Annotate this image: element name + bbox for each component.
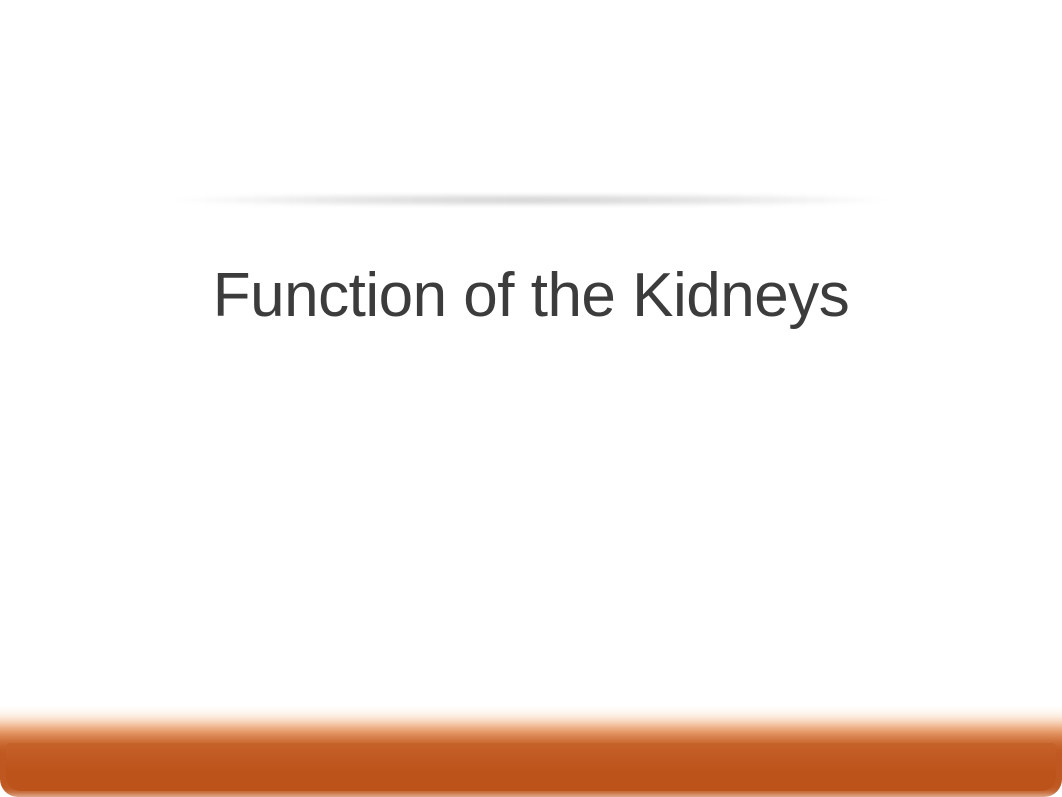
title-block: Function of the Kidneys xyxy=(0,260,1062,331)
slide-title: Function of the Kidneys xyxy=(120,260,942,331)
slide-container: Function of the Kidneys xyxy=(0,0,1062,797)
footer-core-bar xyxy=(6,743,1056,791)
footer-accent-band xyxy=(0,707,1062,797)
horizontal-divider-shadow xyxy=(90,195,972,205)
